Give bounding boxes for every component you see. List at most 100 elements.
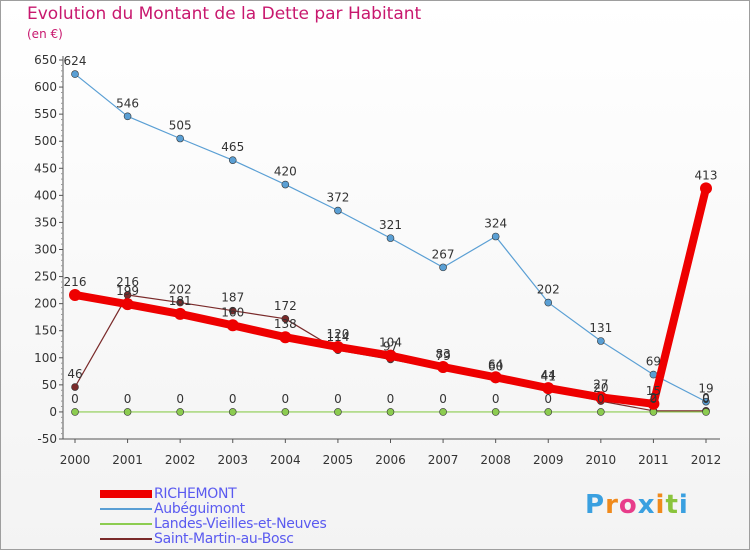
data-label: 420 — [274, 165, 297, 179]
data-label: 79 — [435, 349, 450, 363]
logo-letter: i — [678, 490, 689, 520]
data-label: 181 — [169, 294, 192, 308]
data-point — [174, 307, 187, 320]
data-label: 0 — [544, 392, 552, 406]
legend-swatch — [100, 522, 152, 525]
legend-item-aubeguimont: Aubéguimont — [100, 500, 245, 517]
data-label: 172 — [274, 299, 297, 313]
data-point — [544, 408, 553, 416]
data-label: 0 — [334, 392, 342, 406]
y-tick-label: 650 — [34, 53, 57, 67]
data-label: 216 — [116, 275, 139, 289]
data-point — [281, 180, 290, 189]
data-point — [702, 397, 710, 406]
data-label: 64 — [488, 357, 503, 371]
chart-subtitle: (en €) — [27, 27, 63, 41]
data-point — [123, 112, 132, 121]
y-tick-label: 200 — [34, 297, 57, 311]
data-label: 69 — [646, 355, 661, 369]
data-label: 27 — [593, 377, 608, 391]
data-point — [228, 156, 237, 164]
data-label: 199 — [116, 284, 139, 298]
data-label: 97 — [383, 339, 398, 353]
data-label: 44 — [541, 368, 556, 382]
data-label: 202 — [537, 283, 560, 297]
data-label: 0 — [492, 392, 500, 406]
legend-swatch — [100, 507, 152, 510]
y-tick-label: 50 — [42, 378, 57, 392]
data-point — [437, 360, 450, 373]
data-point — [439, 263, 447, 272]
x-tick-label: 2002 — [165, 453, 196, 467]
data-point — [700, 182, 712, 195]
x-tick-label: 2003 — [217, 453, 248, 467]
data-point — [331, 340, 344, 353]
data-point — [226, 319, 239, 332]
data-point — [279, 331, 292, 344]
data-label: 321 — [379, 218, 402, 232]
data-point — [176, 134, 184, 143]
data-point — [121, 298, 134, 311]
data-label: 104 — [379, 336, 402, 350]
data-point — [597, 337, 605, 345]
data-label: 465 — [221, 140, 244, 154]
data-point — [386, 408, 395, 416]
data-point — [544, 298, 553, 307]
data-point — [71, 383, 79, 391]
y-tick-label: 550 — [34, 107, 57, 121]
x-tick-label: 2012 — [691, 453, 722, 467]
y-tick-label: 300 — [34, 243, 57, 257]
data-label: 372 — [326, 191, 349, 205]
data-point — [228, 306, 237, 315]
data-label: 0 — [702, 391, 710, 405]
data-point — [489, 371, 502, 384]
y-tick-label: 500 — [34, 134, 57, 148]
data-label: 0 — [650, 392, 658, 406]
data-label: 0 — [387, 392, 395, 406]
data-label: 41 — [541, 370, 556, 384]
legend-label: RICHEMONT — [154, 485, 237, 502]
legend-label: Landes-Vieilles-et-Neuves — [154, 515, 327, 532]
data-point — [334, 206, 342, 215]
data-label: 46 — [67, 367, 82, 381]
x-tick-label: 2010 — [586, 453, 617, 467]
data-label: 624 — [64, 54, 87, 68]
y-tick-label: 600 — [34, 80, 57, 94]
y-tick-label: 450 — [34, 161, 57, 175]
data-point — [542, 382, 555, 395]
legend-label: Saint-Martin-au-Bosc — [154, 530, 294, 547]
logo-letter: t — [665, 490, 679, 520]
data-label: 324 — [484, 217, 507, 231]
data-point — [597, 408, 605, 416]
data-point — [594, 391, 607, 404]
data-label: 0 — [439, 392, 447, 406]
y-tick-label: 350 — [34, 215, 57, 229]
legend-item-saint-martin: Saint-Martin-au-Bosc — [100, 530, 294, 547]
data-label: 160 — [221, 305, 244, 319]
x-tick-label: 2011 — [638, 453, 669, 467]
data-point — [334, 408, 342, 416]
legend-label: Aubéguimont — [154, 500, 245, 517]
data-point — [439, 408, 447, 416]
data-label: 0 — [71, 392, 79, 406]
data-label: 2 — [650, 391, 658, 405]
y-tick-label: 250 — [34, 270, 57, 284]
data-point — [228, 408, 237, 416]
proxiti-logo: Proxiti — [585, 490, 689, 520]
chart-title: Evolution du Montant de la Dette par Hab… — [27, 4, 422, 24]
x-tick-label: 2004 — [270, 453, 301, 467]
data-label: 131 — [589, 321, 612, 335]
y-tick-label: 0 — [49, 405, 57, 419]
data-point — [71, 70, 79, 78]
x-tick-label: 2006 — [375, 453, 406, 467]
data-label: 187 — [221, 291, 244, 305]
data-label: 267 — [432, 247, 455, 261]
y-tick-label: 400 — [34, 188, 57, 202]
legend-swatch — [100, 489, 152, 498]
y-tick-label: 150 — [34, 324, 57, 338]
data-label: 83 — [435, 347, 450, 361]
data-point — [176, 408, 184, 416]
logo-letter: r — [605, 490, 619, 520]
